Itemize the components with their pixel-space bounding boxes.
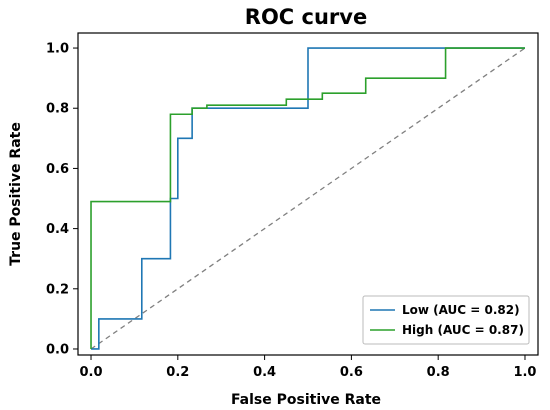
y-tick-label: 0.8 [46, 102, 69, 117]
x-tick-label: 1.0 [513, 365, 536, 380]
y-axis-label: True Positive Rate [8, 122, 24, 266]
y-tick-label: 0.4 [46, 222, 69, 237]
x-tick-label: 0.8 [427, 365, 450, 380]
chance-reference-line [90, 47, 526, 350]
x-tick-label: 0.2 [166, 365, 189, 380]
legend: Low (AUC = 0.82) High (AUC = 0.87) [362, 295, 530, 345]
series-line-low [91, 47, 525, 350]
x-tick-label: 0.4 [253, 365, 276, 380]
chart-title: ROC curve [245, 5, 367, 29]
y-tick-label: 0.2 [46, 282, 69, 297]
plot-layer [90, 47, 526, 350]
x-tick-label: 0.0 [80, 365, 103, 380]
legend-box [362, 295, 530, 345]
legend-label-low: Low (AUC = 0.82) [402, 303, 520, 317]
series-line-high [90, 47, 525, 349]
y-tick-label: 1.0 [46, 42, 69, 57]
legend-label-high: High (AUC = 0.87) [402, 323, 524, 337]
y-tick-label: 0.6 [46, 162, 69, 177]
ticks-layer: 0.0 0.2 0.4 0.6 0.8 1.0 0.0 0.2 0.4 0.6 0.8 1.0 [46, 42, 537, 380]
y-tick-label: 0.0 [46, 342, 69, 357]
plot-frame [77, 32, 539, 356]
x-axis-label: False Positive Rate [231, 392, 381, 408]
x-tick-label: 0.6 [340, 365, 363, 380]
